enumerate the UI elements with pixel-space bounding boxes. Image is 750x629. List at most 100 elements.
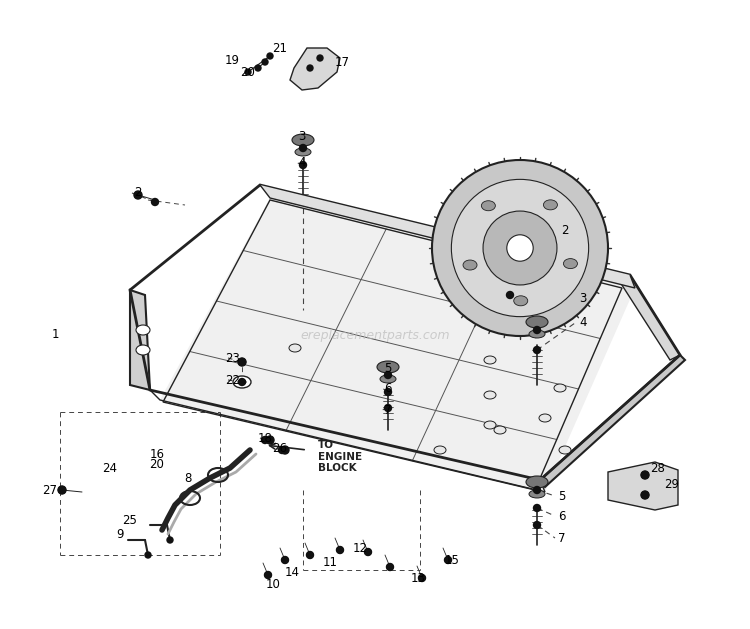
Circle shape xyxy=(641,491,649,499)
Circle shape xyxy=(262,59,268,65)
Text: 17: 17 xyxy=(334,55,350,69)
Ellipse shape xyxy=(563,259,578,269)
Text: 4: 4 xyxy=(579,316,586,330)
Circle shape xyxy=(262,437,268,443)
Text: 1: 1 xyxy=(51,328,58,342)
Circle shape xyxy=(281,446,289,454)
Circle shape xyxy=(134,191,142,199)
Circle shape xyxy=(299,145,307,152)
Ellipse shape xyxy=(529,490,545,498)
Ellipse shape xyxy=(136,325,150,335)
Text: 13: 13 xyxy=(410,572,425,584)
Ellipse shape xyxy=(238,379,246,384)
Text: 9: 9 xyxy=(116,528,124,542)
Text: ereplacementparts.com: ereplacementparts.com xyxy=(300,328,450,342)
Polygon shape xyxy=(620,275,680,360)
Polygon shape xyxy=(160,198,635,492)
Circle shape xyxy=(386,564,394,571)
Circle shape xyxy=(307,552,314,559)
Circle shape xyxy=(337,547,344,554)
Text: 5: 5 xyxy=(384,362,392,374)
Circle shape xyxy=(419,575,425,581)
Circle shape xyxy=(255,65,261,71)
Text: 15: 15 xyxy=(445,554,460,567)
Circle shape xyxy=(419,574,425,581)
Polygon shape xyxy=(608,462,678,510)
Circle shape xyxy=(641,491,649,499)
Circle shape xyxy=(641,471,649,479)
Circle shape xyxy=(364,548,371,555)
Text: 12: 12 xyxy=(352,542,368,555)
Circle shape xyxy=(238,359,245,365)
Text: 29: 29 xyxy=(664,477,680,491)
Circle shape xyxy=(385,372,392,379)
Text: 19: 19 xyxy=(224,53,239,67)
Ellipse shape xyxy=(295,148,311,156)
Circle shape xyxy=(307,65,313,71)
Circle shape xyxy=(58,486,66,494)
Ellipse shape xyxy=(529,330,545,338)
Circle shape xyxy=(533,521,541,528)
Circle shape xyxy=(281,557,289,564)
Text: 21: 21 xyxy=(272,42,287,55)
Circle shape xyxy=(641,472,649,479)
Circle shape xyxy=(483,211,557,285)
Circle shape xyxy=(385,404,392,411)
Ellipse shape xyxy=(539,414,551,422)
Text: 6: 6 xyxy=(558,509,566,523)
Text: 27: 27 xyxy=(43,484,58,496)
Polygon shape xyxy=(130,290,150,390)
Polygon shape xyxy=(260,185,635,288)
Circle shape xyxy=(506,291,514,299)
Circle shape xyxy=(152,199,158,206)
Ellipse shape xyxy=(526,476,548,488)
Ellipse shape xyxy=(434,446,446,454)
Text: 2: 2 xyxy=(134,187,142,199)
Circle shape xyxy=(167,537,173,543)
Text: 25: 25 xyxy=(122,513,137,526)
Circle shape xyxy=(387,564,393,570)
Ellipse shape xyxy=(559,446,571,454)
Ellipse shape xyxy=(289,344,301,352)
Circle shape xyxy=(278,447,286,454)
Circle shape xyxy=(507,235,533,261)
Ellipse shape xyxy=(484,421,496,429)
Ellipse shape xyxy=(233,376,251,388)
Circle shape xyxy=(299,162,307,169)
Text: 22: 22 xyxy=(226,374,241,386)
Ellipse shape xyxy=(554,384,566,392)
Ellipse shape xyxy=(482,201,495,211)
Ellipse shape xyxy=(463,260,477,270)
Circle shape xyxy=(58,486,65,494)
Ellipse shape xyxy=(526,316,548,328)
Circle shape xyxy=(533,504,541,511)
Circle shape xyxy=(337,547,343,553)
Text: 3: 3 xyxy=(579,291,586,304)
Circle shape xyxy=(307,552,313,558)
Text: 11: 11 xyxy=(322,555,338,569)
Circle shape xyxy=(432,160,608,336)
Circle shape xyxy=(282,557,288,563)
Circle shape xyxy=(533,347,541,353)
Circle shape xyxy=(238,358,246,366)
Circle shape xyxy=(365,549,371,555)
Text: 7: 7 xyxy=(384,403,392,416)
Text: 4: 4 xyxy=(298,155,306,169)
Text: 14: 14 xyxy=(284,565,299,579)
Text: TO
ENGINE
BLOCK: TO ENGINE BLOCK xyxy=(318,440,362,473)
Text: 28: 28 xyxy=(650,462,665,474)
Circle shape xyxy=(445,557,451,563)
Circle shape xyxy=(266,436,274,444)
Circle shape xyxy=(267,53,273,59)
Text: 10: 10 xyxy=(266,579,280,591)
Ellipse shape xyxy=(380,375,396,383)
Text: 24: 24 xyxy=(103,462,118,474)
Ellipse shape xyxy=(484,356,496,364)
Ellipse shape xyxy=(377,361,399,373)
Ellipse shape xyxy=(514,296,528,306)
Text: 23: 23 xyxy=(226,352,241,364)
Text: 8: 8 xyxy=(184,472,192,484)
Circle shape xyxy=(265,572,271,578)
Circle shape xyxy=(533,326,541,333)
Text: 20: 20 xyxy=(149,459,164,472)
